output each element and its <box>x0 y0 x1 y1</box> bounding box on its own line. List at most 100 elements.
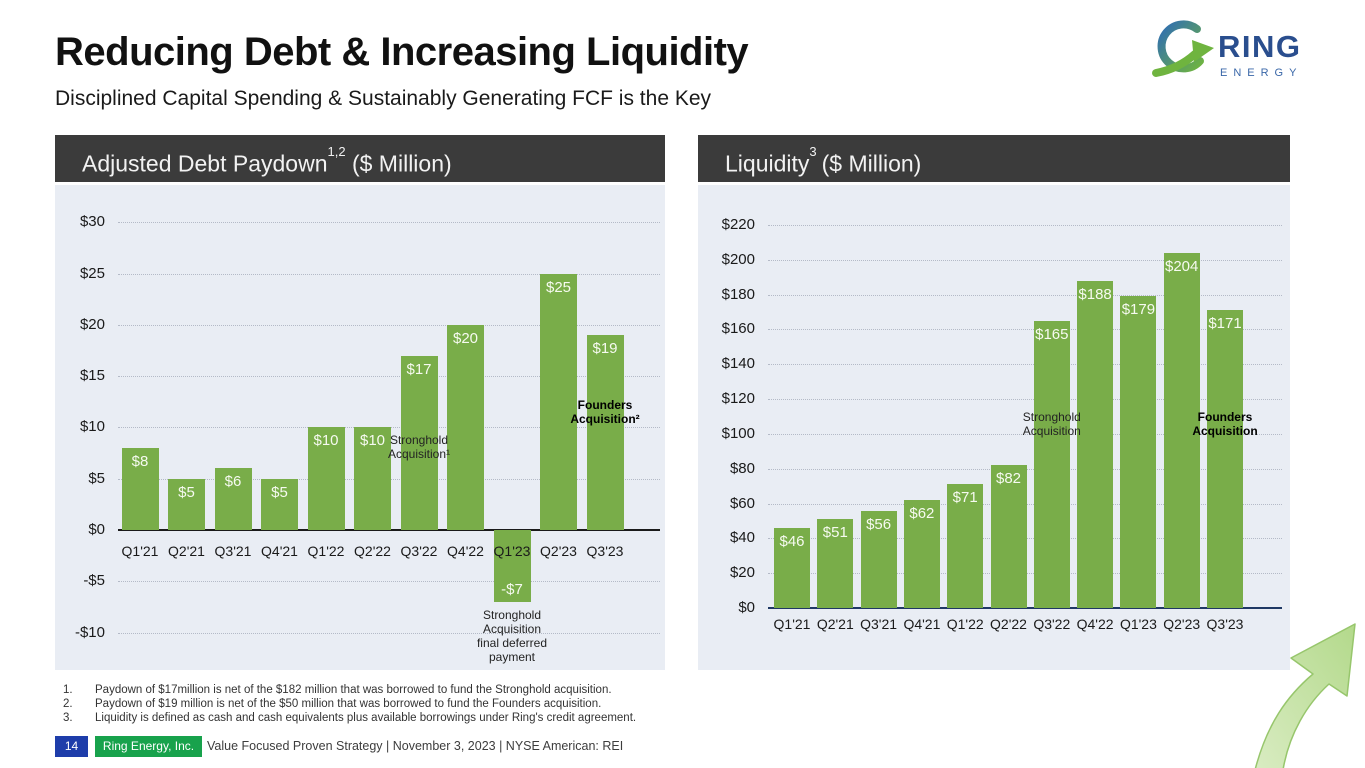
bar-value-label: $51 <box>822 524 848 542</box>
y-tick-label: $0 <box>738 599 755 616</box>
bar-value-label: $17 <box>406 360 432 378</box>
x-tick-label: Q3'23 <box>586 543 624 559</box>
grid-line <box>118 376 660 378</box>
x-tick-label: Q2'22 <box>990 616 1027 632</box>
grid-line <box>118 324 660 326</box>
chart-annotation: Founders Acquisition² <box>570 397 640 426</box>
debt-chart-header: Adjusted Debt Paydown1,2 ($ Million) <box>55 135 665 182</box>
footnotes-list: 1. Paydown of $17million is net of the $1… <box>55 683 636 725</box>
bar-value-label: $20 <box>452 329 479 347</box>
bar-value-label: -$7 <box>501 580 523 598</box>
debt-chart-panel: Adjusted Debt Paydown1,2 ($ Million) $30… <box>55 135 665 670</box>
footer-company-badge: Ring Energy, Inc. <box>95 736 202 757</box>
bar-value-label: $25 <box>545 278 572 296</box>
grid-line <box>768 433 1282 435</box>
y-tick-label: $20 <box>729 564 755 582</box>
y-tick-label: $30 <box>79 213 105 231</box>
chart-annotation: Stronghold Acquisition¹ <box>387 432 451 461</box>
bar-value-label: $19 <box>592 340 618 358</box>
y-tick-label: $200 <box>721 250 755 268</box>
grid-line <box>768 399 1282 401</box>
bar: $10 <box>354 427 391 530</box>
bar: $19 <box>586 335 624 530</box>
footer-tagline: Value Focused Proven Strategy | November… <box>207 739 624 753</box>
x-tick-label: Q1'23 <box>1119 616 1157 632</box>
bar: $51 <box>817 519 854 608</box>
footnote-text: Paydown of $19 million is net of the $50… <box>95 698 602 710</box>
x-tick-label: Q4'22 <box>447 543 484 559</box>
growth-arrow-icon <box>1254 623 1356 768</box>
logo-word-ring: RING <box>1218 29 1302 64</box>
debt-chart-body: $30 $25 $20 $15 $10 $5 $0 -$5 -$10 $8 $5 $6 $5 $10 $10… <box>55 185 665 670</box>
debt-title-units: ($ Million) <box>345 150 452 177</box>
x-tick-label: Q4'21 <box>261 543 298 559</box>
bar-value-label: $56 <box>866 515 892 533</box>
footnote-text: Liquidity is defined as cash and cash eq… <box>95 712 637 724</box>
bar: $56 <box>860 510 897 608</box>
ring-swoosh-icon <box>1152 20 1214 77</box>
grid-line <box>768 329 1282 331</box>
y-tick-label: $15 <box>79 367 105 385</box>
y-tick-label: $160 <box>721 320 755 338</box>
bar-value-label: $46 <box>779 532 805 550</box>
x-tick-label: Q4'21 <box>903 616 941 632</box>
bar-value-label: $8 <box>131 452 149 470</box>
y-tick-label: $220 <box>721 216 755 233</box>
x-tick-label: Q2'23 <box>1163 616 1201 632</box>
x-tick-label: Q1'21 <box>773 616 811 632</box>
y-tick-label: -$10 <box>74 623 105 641</box>
logo-word-energy: ENERGY <box>1220 67 1302 79</box>
liquidity-chart-header: Liquidity3 ($ Million) <box>698 135 1290 182</box>
bar: $188 <box>1077 280 1114 608</box>
bar-value-label: $10 <box>359 432 386 450</box>
x-tick-label: Q1'22 <box>946 616 984 632</box>
bar: $165 <box>1033 320 1070 608</box>
bar-value-label: $179 <box>1121 301 1156 319</box>
y-tick-label: $40 <box>729 529 755 547</box>
grid-line <box>768 225 1282 226</box>
bar-value-label: $171 <box>1208 315 1242 333</box>
x-tick-label: Q4'22 <box>1076 616 1114 632</box>
bar: $20 <box>447 324 484 530</box>
bar: $10 <box>307 427 345 530</box>
y-tick-label: -$5 <box>83 572 105 590</box>
x-tick-label: Q3'22 <box>1033 616 1071 632</box>
bar: $171 <box>1207 310 1243 608</box>
bar: $8 <box>121 447 159 530</box>
bar-value-label: $82 <box>995 470 1022 488</box>
bar: $25 <box>540 273 577 530</box>
bar: $179 <box>1120 296 1157 608</box>
bar: $17 <box>400 355 438 530</box>
bar-value-label: $165 <box>1035 325 1069 343</box>
x-tick-label: Q3'21 <box>860 616 898 632</box>
y-tick-label: $5 <box>88 469 105 487</box>
x-tick-label: Q1'22 <box>307 543 345 559</box>
x-tick-label: Q2'23 <box>540 543 577 559</box>
y-tick-label: $180 <box>721 285 755 303</box>
footnote-text: Paydown of $17million is net of the $182… <box>95 684 612 696</box>
grid-line <box>768 259 1282 261</box>
footnote-item: 2. Paydown of $19 million is net of the $… <box>55 697 636 711</box>
ring-energy-logo: RING ENERGY <box>1152 20 1302 79</box>
bar-value-label: $188 <box>1078 285 1112 303</box>
y-tick-label: $10 <box>79 418 105 436</box>
x-tick-label: Q2'21 <box>816 616 854 632</box>
x-tick-label: Q3'22 <box>400 543 438 559</box>
footnote-item: 1. Paydown of $17million is net of the $1… <box>55 683 636 697</box>
x-tick-label: Q1'21 <box>121 543 159 559</box>
footnote-item: 3. Liquidity is defined as cash and cash … <box>55 711 636 725</box>
footnote-number: 3. <box>63 712 73 724</box>
x-tick-label: Q2'21 <box>168 543 205 559</box>
bar: $71 <box>947 484 984 608</box>
grid-line <box>768 294 1282 296</box>
footnote-number: 1. <box>63 684 73 696</box>
bar: $82 <box>990 465 1027 608</box>
y-tick-label: $80 <box>729 459 755 477</box>
bar: $46 <box>774 527 810 608</box>
x-axis-line <box>768 607 1282 609</box>
y-tick-label: $140 <box>721 355 755 373</box>
page-subtitle: Disciplined Capital Spending & Sustainab… <box>55 87 712 110</box>
liquidity-chart-title: Liquidity <box>725 150 810 177</box>
grid-line <box>118 581 660 583</box>
